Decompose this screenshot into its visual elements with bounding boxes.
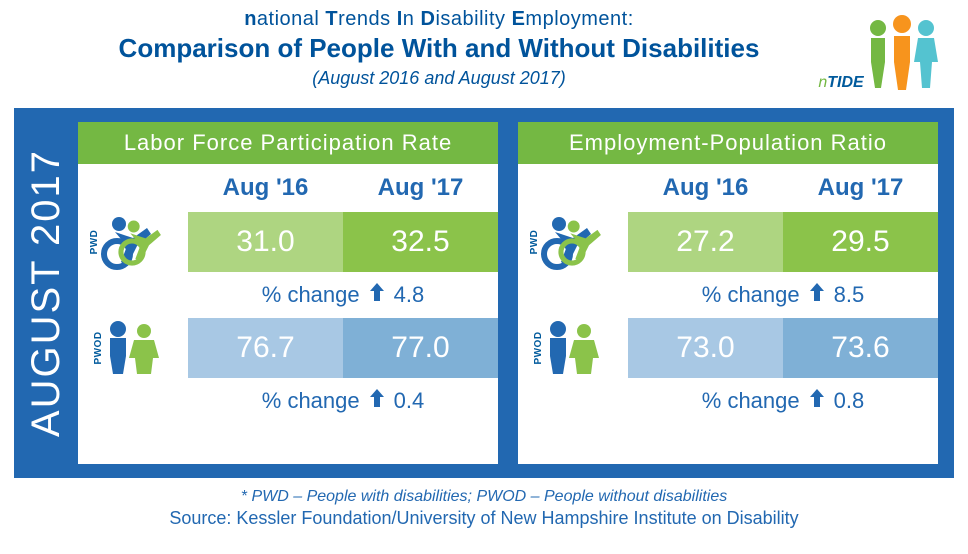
pwd-label: PWD [89,230,100,255]
title-line3: (August 2016 and August 2017) [60,68,818,89]
col-2017: Aug '17 [343,164,498,212]
title-line2: Comparison of People With and Without Di… [60,33,818,64]
pwd-change: % change 8.5 [628,272,938,318]
col-2016: Aug '16 [628,164,783,212]
column-headers: Aug '16 Aug '17 [78,164,498,212]
title-cap-n: n [244,8,257,30]
footer: * PWD – People with disabilities; PWOD –… [0,488,968,529]
arrow-up-icon [370,389,384,413]
card-employment-ratio: Employment-Population Ratio Aug '16 Aug … [518,122,938,464]
pwod-change-row: % change 0.4 [78,378,498,424]
pwod-2016-value: 76.7 [188,318,343,378]
source-text: Source: Kessler Foundation/University of… [0,508,968,529]
arrow-up-icon [810,283,824,307]
pwod-icon-cell: PWOD [518,318,628,378]
ntide-logo: nTIDE [818,8,938,98]
cards-container: Labor Force Participation Rate Aug '16 A… [78,122,938,464]
title-block: national Trends In Disability Employment… [60,8,818,89]
column-headers: Aug '16 Aug '17 [518,164,938,212]
pwd-label: PWD [529,230,540,255]
logo-people-icon [868,14,938,92]
card-title: Employment-Population Ratio [518,122,938,164]
pwod-change-row: % change 0.8 [518,378,938,424]
pwod-label: PWOD [533,331,544,364]
title-line1: national Trends In Disability Employment… [60,8,818,31]
footnote: * PWD – People with disabilities; PWOD –… [0,488,968,506]
header: national Trends In Disability Employment… [0,0,968,102]
wheelchair-icon [97,214,169,270]
pwd-2016-value: 31.0 [188,212,343,272]
pwod-2016-value: 73.0 [628,318,783,378]
col-2017: Aug '17 [783,164,938,212]
wheelchair-icon [537,214,609,270]
card-title: Labor Force Participation Rate [78,122,498,164]
pwd-change-row: % change 4.8 [78,272,498,318]
pwd-change: % change 4.8 [188,272,498,318]
arrow-up-icon [810,389,824,413]
pwod-2017-value: 77.0 [343,318,498,378]
pwd-row: PWD 27.2 29.5 [518,212,938,272]
pwd-2017-value: 32.5 [343,212,498,272]
pwod-row: PWOD 73.0 73.6 [518,318,938,378]
people-icon [540,320,606,376]
pwd-2016-value: 27.2 [628,212,783,272]
month-rail: AUGUST 2017 [14,122,78,464]
pwd-row: PWD 31.0 32.5 [78,212,498,272]
pwd-icon-cell: PWD [78,212,188,272]
pwd-icon-cell: PWD [518,212,628,272]
month-label: AUGUST 2017 [24,149,69,437]
pwod-2017-value: 73.6 [783,318,938,378]
pwod-row: PWOD 76.7 77.0 [78,318,498,378]
main-panel: AUGUST 2017 Labor Force Participation Ra… [14,108,954,478]
pwod-label: PWOD [93,331,104,364]
pwd-change-row: % change 8.5 [518,272,938,318]
pwod-change: % change 0.4 [188,378,498,424]
logo-text: nTIDE [818,74,863,92]
people-icon [100,320,166,376]
pwod-change: % change 0.8 [628,378,938,424]
arrow-up-icon [370,283,384,307]
pwod-icon-cell: PWOD [78,318,188,378]
pwd-2017-value: 29.5 [783,212,938,272]
col-2016: Aug '16 [188,164,343,212]
card-labor-force: Labor Force Participation Rate Aug '16 A… [78,122,498,464]
